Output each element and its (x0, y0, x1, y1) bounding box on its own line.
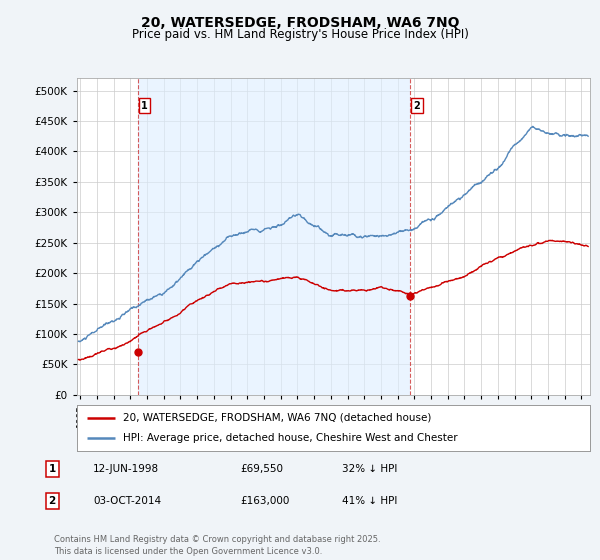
Text: £69,550: £69,550 (240, 464, 283, 474)
Text: 20, WATERSEDGE, FRODSHAM, WA6 7NQ (detached house): 20, WATERSEDGE, FRODSHAM, WA6 7NQ (detac… (123, 413, 431, 423)
Text: 1: 1 (141, 101, 148, 111)
Text: 32% ↓ HPI: 32% ↓ HPI (342, 464, 397, 474)
Text: £163,000: £163,000 (240, 496, 289, 506)
Text: Contains HM Land Registry data © Crown copyright and database right 2025.
This d: Contains HM Land Registry data © Crown c… (54, 535, 380, 556)
Text: 2: 2 (49, 496, 56, 506)
Text: 12-JUN-1998: 12-JUN-1998 (93, 464, 159, 474)
Text: 1: 1 (49, 464, 56, 474)
Text: 03-OCT-2014: 03-OCT-2014 (93, 496, 161, 506)
Text: 20, WATERSEDGE, FRODSHAM, WA6 7NQ: 20, WATERSEDGE, FRODSHAM, WA6 7NQ (141, 16, 459, 30)
Text: 41% ↓ HPI: 41% ↓ HPI (342, 496, 397, 506)
Text: 2: 2 (413, 101, 420, 111)
Text: Price paid vs. HM Land Registry's House Price Index (HPI): Price paid vs. HM Land Registry's House … (131, 28, 469, 41)
Bar (137, 78, 410, 395)
Text: HPI: Average price, detached house, Cheshire West and Chester: HPI: Average price, detached house, Ches… (123, 433, 458, 443)
